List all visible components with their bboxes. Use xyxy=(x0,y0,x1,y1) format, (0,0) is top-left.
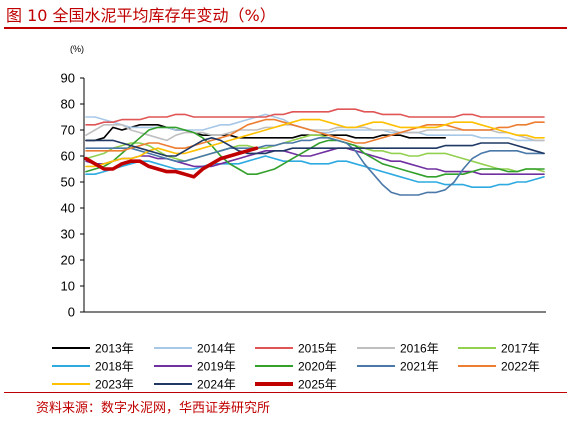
y-tick-label: 60 xyxy=(61,149,75,164)
legend-item-2018: 2018年 xyxy=(52,360,134,374)
series-line-2019 xyxy=(85,147,545,175)
source-rule xyxy=(4,392,567,393)
source-note: 资料来源：数字水泥网，华西证券研究所 xyxy=(36,401,271,416)
y-tick-label: 20 xyxy=(61,253,75,268)
axes: 0 10 20 30 40 50 60 70 80 90 xyxy=(61,71,546,320)
series-line-2018 xyxy=(85,155,545,188)
legend-item-2014: 2014年 xyxy=(154,342,236,356)
legend-label: 2023年 xyxy=(95,378,134,391)
legend-item-2022: 2022年 xyxy=(458,360,540,374)
legend-label: 2013年 xyxy=(95,342,134,356)
legend-item-2016: 2016年 xyxy=(357,342,439,356)
legend-label: 2024年 xyxy=(197,378,236,391)
y-tick-label: 40 xyxy=(61,201,75,216)
legend-item-2024: 2024年 xyxy=(154,378,236,391)
y-tick-label: 80 xyxy=(61,97,75,112)
legend-item-2020: 2020年 xyxy=(255,360,337,374)
y-tick-label: 50 xyxy=(61,175,75,190)
legend-label: 2018年 xyxy=(95,360,134,374)
legend-label: 2014年 xyxy=(197,342,236,356)
series-line-2025 xyxy=(84,146,259,179)
y-tick-label: 70 xyxy=(61,123,75,138)
series-line-2021 xyxy=(85,137,545,196)
series-line-2013 xyxy=(85,124,447,142)
y-tick-label: 90 xyxy=(61,71,75,86)
series-line-2024 xyxy=(85,137,545,157)
y-tick-label: 10 xyxy=(61,279,75,294)
series-line-2015 xyxy=(85,108,545,126)
legend-label: 2022年 xyxy=(501,360,540,374)
legend-label: 2019年 xyxy=(197,360,236,374)
y-unit-label: (%) xyxy=(70,44,84,54)
y-tick-label: 30 xyxy=(61,227,75,242)
series-line-2022 xyxy=(85,118,545,152)
legend-label: 2021年 xyxy=(400,360,439,374)
title-rule xyxy=(4,27,567,29)
legend-label: 2020年 xyxy=(298,360,337,374)
legend-label: 2017年 xyxy=(501,342,540,356)
legend-item-2015: 2015年 xyxy=(255,342,337,356)
legend-item-2019: 2019年 xyxy=(154,360,236,374)
legend-item-2021: 2021年 xyxy=(357,360,439,374)
y-tick-label: 0 xyxy=(68,305,75,320)
series-line-2017 xyxy=(85,134,545,173)
legend: 2013年 2014年 2015年 2016年 2017年 2018年 2019年 2020年… xyxy=(52,342,540,391)
series-line-2020 xyxy=(85,126,545,178)
legend-item-2023: 2023年 xyxy=(52,378,134,391)
legend-label: 2015年 xyxy=(298,342,337,356)
legend-label: 2025年 xyxy=(298,378,337,391)
figure-title: 图 10 全国水泥平均库存年变动（%） xyxy=(6,6,276,25)
legend-label: 2016年 xyxy=(400,342,439,356)
legend-item-2013: 2013年 xyxy=(52,342,134,356)
legend-item-2017: 2017年 xyxy=(458,342,540,356)
legend-item-2025: 2025年 xyxy=(255,378,337,391)
series-layer xyxy=(84,108,545,196)
series-line-2023 xyxy=(85,118,545,168)
